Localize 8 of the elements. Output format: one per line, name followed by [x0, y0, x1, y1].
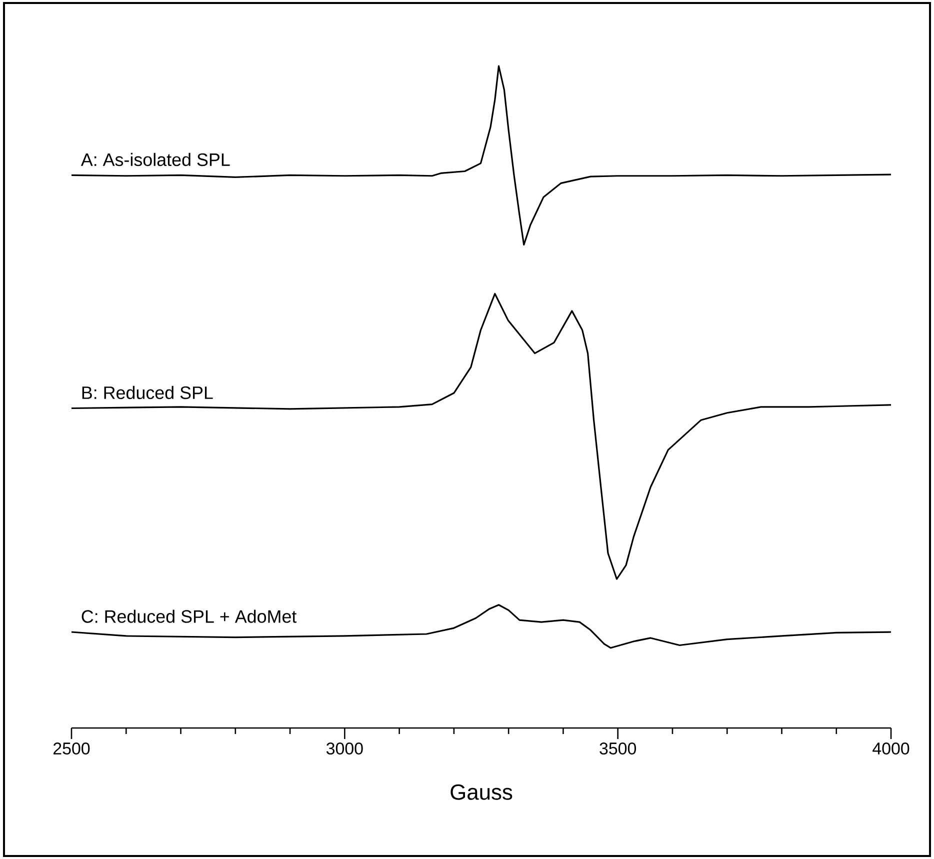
- series-label: B: Reduced SPL: [82, 386, 213, 400]
- x-axis-title: Gauss: [450, 784, 512, 800]
- series-label: C: Reduced SPL + AdoMet: [82, 610, 297, 623]
- series-label: A: As-isolated SPL: [80, 152, 230, 166]
- x-tick-label: 3500: [600, 742, 636, 755]
- x-tick-label: 4000: [872, 742, 910, 755]
- x-tick-label: 2500: [54, 742, 90, 755]
- x-tick-label: 3000: [326, 742, 363, 755]
